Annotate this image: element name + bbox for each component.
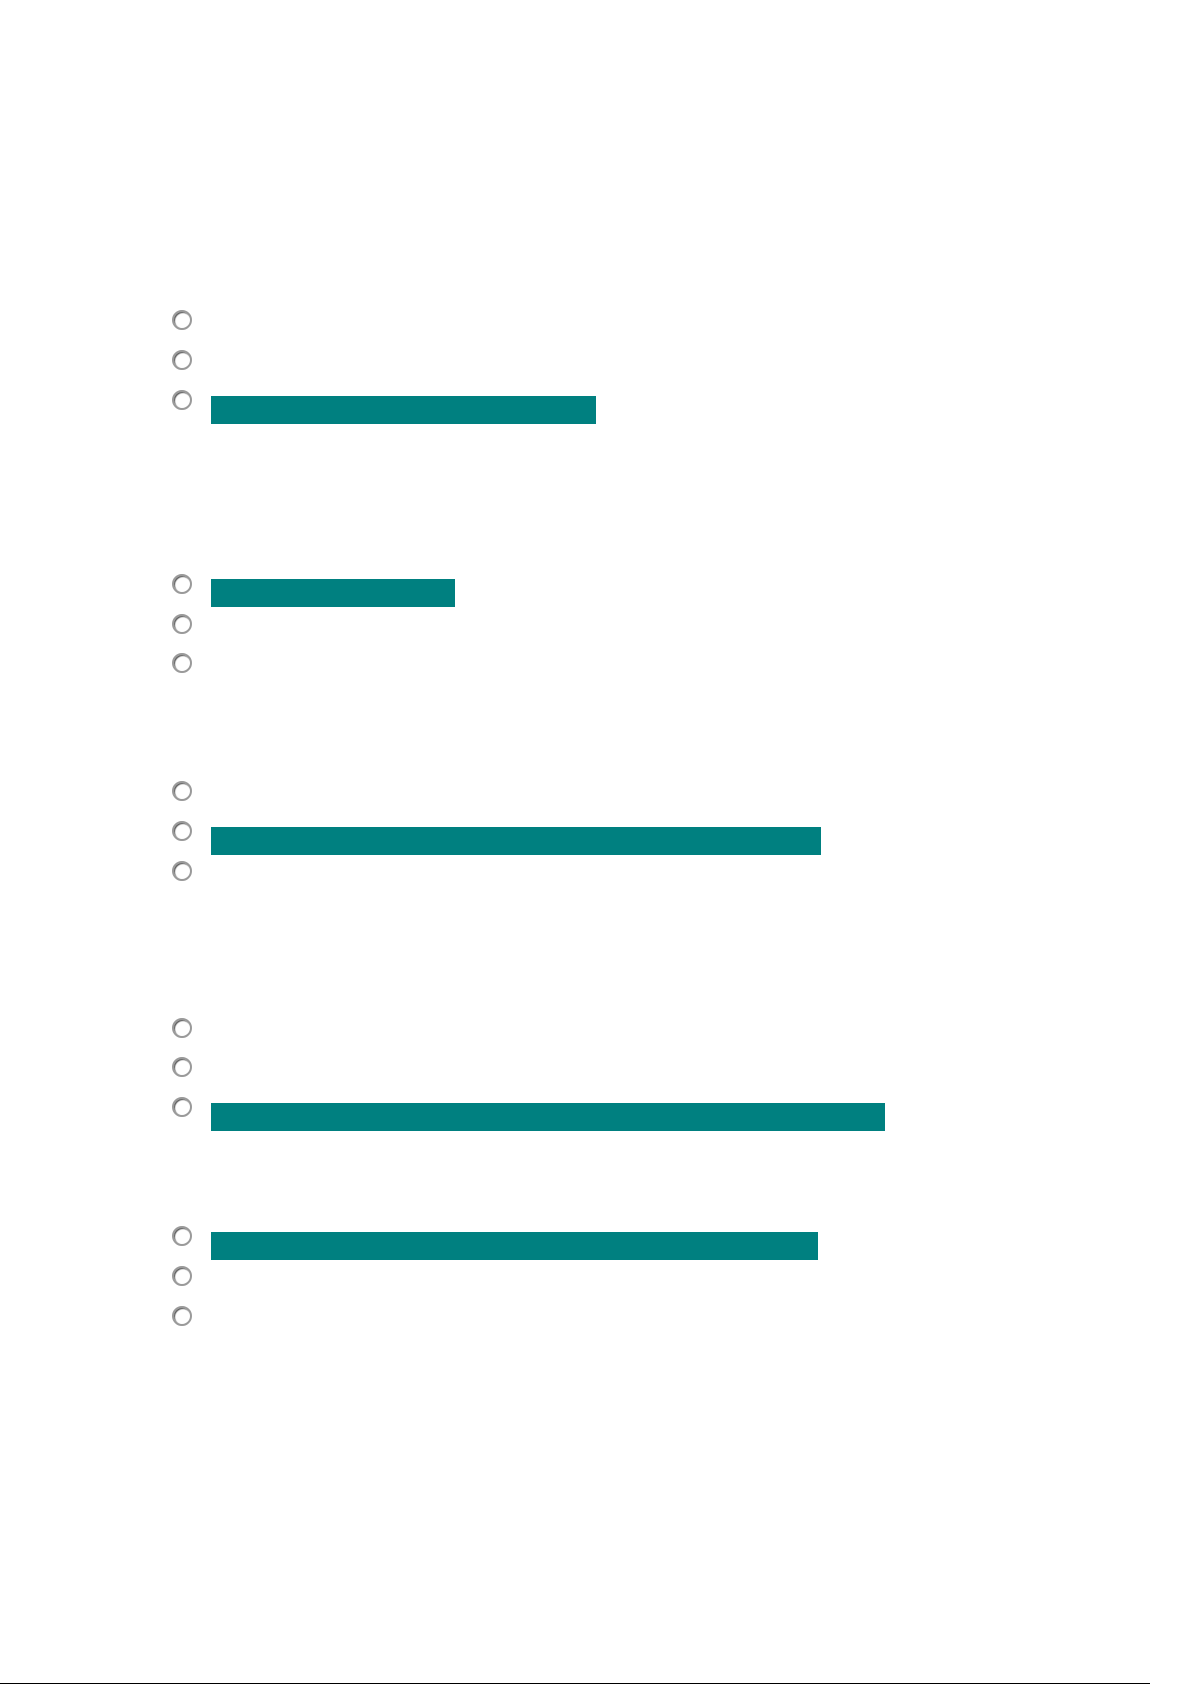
radio-option[interactable] [172, 861, 192, 881]
radio-option[interactable] [172, 1057, 192, 1077]
radio-option[interactable] [172, 1226, 192, 1246]
highlighted-answer [211, 1232, 818, 1260]
bottom-rule [0, 1683, 1150, 1684]
radio-option[interactable] [172, 574, 192, 594]
radio-option[interactable] [172, 614, 192, 634]
radio-option[interactable] [172, 1306, 192, 1326]
radio-option[interactable] [172, 781, 192, 801]
highlighted-answer [211, 579, 455, 607]
highlighted-answer [211, 396, 596, 424]
radio-option[interactable] [172, 310, 192, 330]
radio-option[interactable] [172, 390, 192, 410]
radio-option[interactable] [172, 350, 192, 370]
radio-option[interactable] [172, 1018, 192, 1038]
highlighted-answer [211, 1103, 885, 1131]
radio-option[interactable] [172, 1097, 192, 1117]
highlighted-answer [211, 827, 821, 855]
radio-option[interactable] [172, 821, 192, 841]
radio-option[interactable] [172, 653, 192, 673]
radio-option[interactable] [172, 1266, 192, 1286]
